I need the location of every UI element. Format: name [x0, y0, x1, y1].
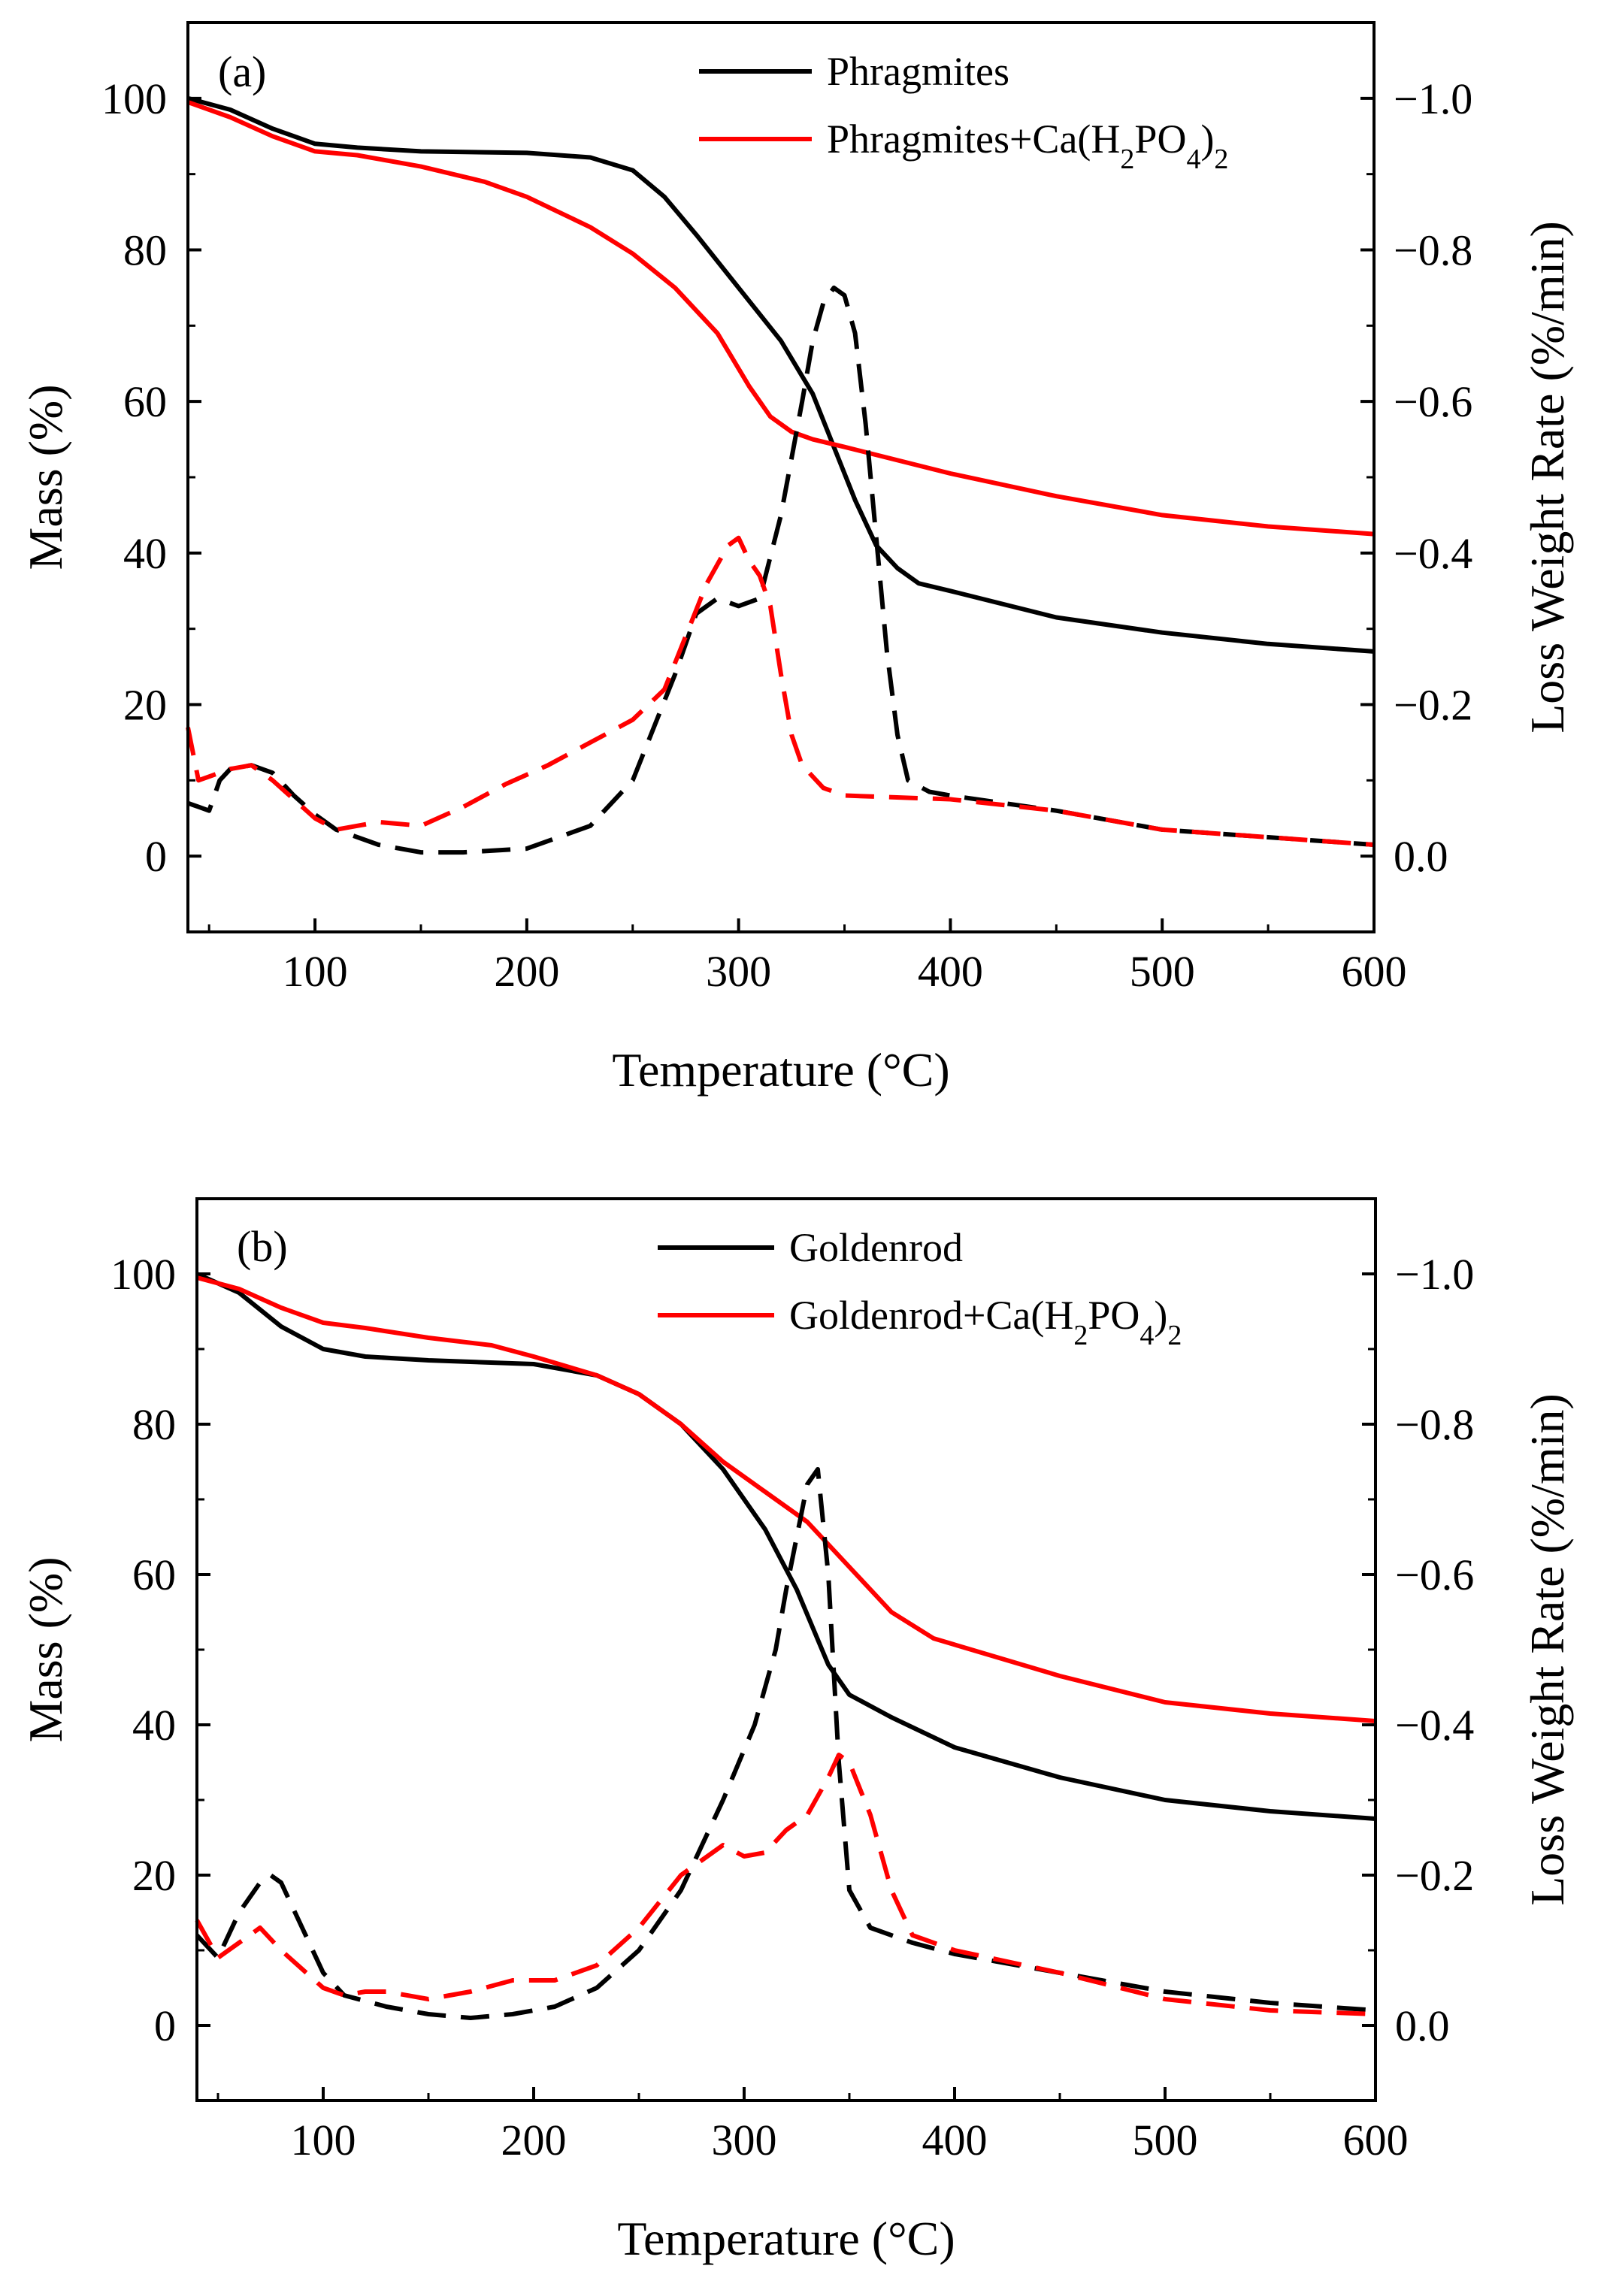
y-tick-label: 40 — [132, 1701, 176, 1750]
y-axis-title: Mass (%) — [19, 1556, 72, 1742]
y2-tick-label: −1.0 — [1394, 74, 1472, 123]
x-tick-label: 100 — [291, 2116, 356, 2164]
y2-tick-label: −0.8 — [1395, 1400, 1474, 1449]
y-tick-label: 80 — [132, 1400, 176, 1449]
x-tick-label: 500 — [1130, 947, 1195, 996]
y2-tick-label: −0.2 — [1395, 1851, 1474, 1900]
series-line-dtg-3 — [195, 1753, 1376, 2016]
y2-tick-label: −0.6 — [1394, 377, 1472, 426]
y2-tick-label: −0.4 — [1395, 1701, 1474, 1750]
y-tick-label: 60 — [132, 1550, 176, 1599]
x-tick-label: 600 — [1343, 2116, 1409, 2164]
legend-label: Goldenrod — [789, 1225, 963, 1270]
x-tick-label: 300 — [712, 2116, 777, 2164]
legend-label: Phragmites — [827, 49, 1009, 94]
y2-tick-label: −0.8 — [1394, 226, 1472, 275]
y-tick-label: 20 — [132, 1851, 176, 1900]
y2-tick-label: −0.4 — [1394, 529, 1472, 578]
y-tick-label: 0 — [154, 2001, 176, 2050]
x-tick-label: 400 — [922, 2116, 988, 2164]
panel-b: 100 200 300 400 500 600 0 20 40 60 80 100 0.0 −0.2 −0.… — [19, 1197, 1574, 2265]
y-tick-label: 60 — [123, 377, 167, 426]
y2-tick-label: 0.0 — [1395, 2001, 1450, 2050]
y2-tick-label: −0.6 — [1395, 1550, 1474, 1599]
plot-frame — [195, 1197, 1377, 2102]
x-tick-label: 200 — [494, 947, 559, 996]
y-axis-title: Mass (%) — [19, 384, 72, 570]
y-tick-label: 20 — [123, 681, 167, 730]
y2-tick-label: 0.0 — [1394, 832, 1448, 881]
x-tick-label: 400 — [918, 947, 983, 996]
y-tick-label: 40 — [123, 529, 167, 578]
series-line-mass-1 — [196, 1275, 1376, 1723]
y-tick-label: 100 — [110, 1250, 176, 1299]
x-axis-title: Temperature (°C) — [617, 2212, 955, 2265]
legend-label: Goldenrod+Ca(H2PO4)2 — [789, 1293, 1182, 1351]
series-line-mass-0 — [187, 95, 1375, 654]
x-tick-label: 600 — [1342, 947, 1407, 996]
x-axis-title: Temperature (°C) — [612, 1043, 949, 1097]
series-line-dtg-2 — [195, 1467, 1376, 2020]
x-tick-label: 200 — [501, 2116, 567, 2164]
y2-tick-label: −1.0 — [1395, 1250, 1474, 1299]
y-tick-label: 100 — [101, 74, 167, 123]
panel-a: 100 200 300 400 500 600 0 20 40 60 80 100 0.0 −0.2 −0.… — [19, 21, 1574, 1097]
x-tick-label: 300 — [706, 947, 771, 996]
legend-label: Phragmites+Ca(H2PO4)2 — [827, 116, 1228, 175]
y-tick-label: 80 — [123, 226, 167, 275]
y2-tick-label: −0.2 — [1394, 681, 1472, 730]
y2-axis-title: Loss Weight Rate (%/min) — [1521, 1393, 1574, 1906]
y2-axis-title: Loss Weight Rate (%/min) — [1521, 221, 1574, 734]
x-tick-label: 100 — [283, 947, 348, 996]
series-line-mass-1 — [186, 100, 1375, 537]
series-line-dtg-3 — [186, 535, 1375, 847]
panel-label: (b) — [237, 1222, 288, 1271]
y-tick-label: 0 — [145, 832, 167, 881]
series-line-mass-0 — [195, 1272, 1376, 1821]
series-line-dtg-2 — [186, 285, 1375, 855]
x-tick-label: 500 — [1133, 2116, 1198, 2164]
panel-label: (a) — [218, 47, 266, 96]
